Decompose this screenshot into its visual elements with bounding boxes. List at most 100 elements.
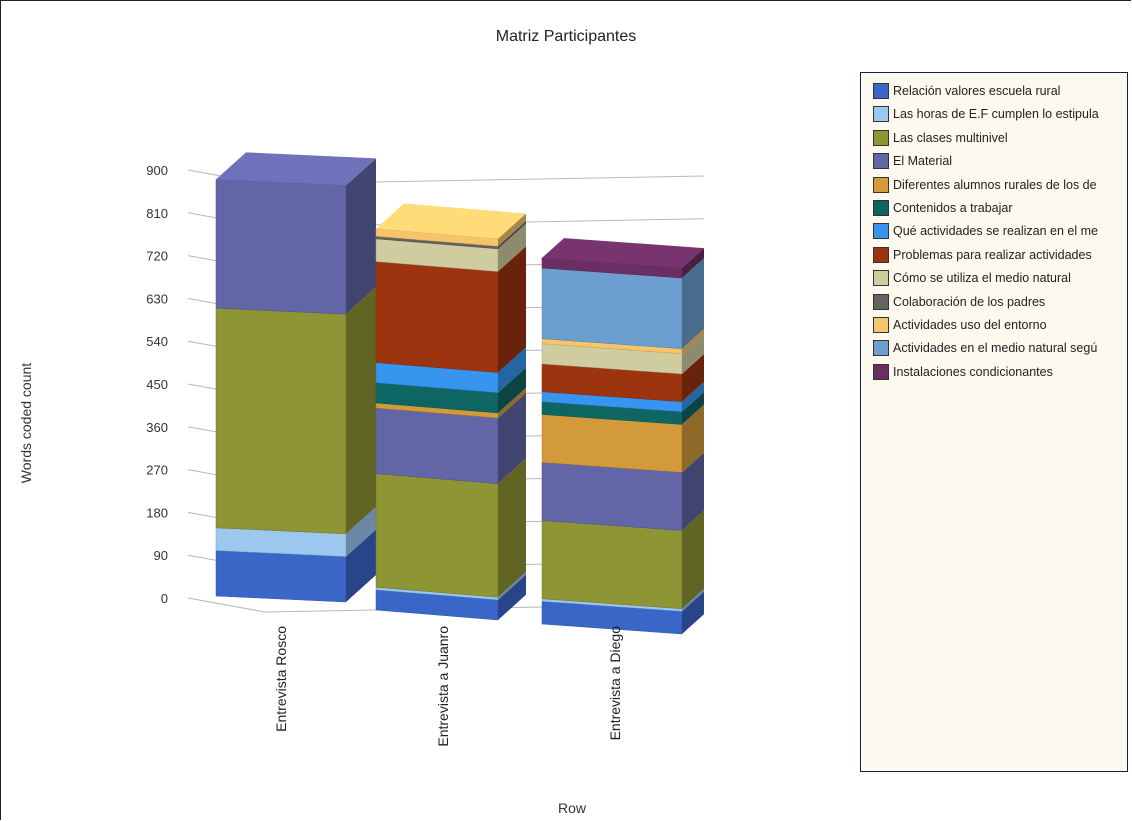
bar-segment-side [498, 458, 526, 598]
legend-swatch [873, 340, 889, 357]
legend-label: Problemas para realizar actividades [893, 247, 1092, 262]
bar-segment-side [682, 248, 704, 278]
legend-swatch [873, 83, 889, 99]
bar-segment-side [682, 452, 704, 531]
bar-segment [375, 473, 499, 598]
legend-label: Actividades en el medio natural segú [893, 341, 1098, 356]
bar-segment-side [682, 328, 704, 354]
y-tick-label: 0 [161, 591, 168, 606]
bar-segment-side [346, 287, 376, 534]
y-tick-label: 720 [146, 249, 168, 264]
y-tick-label: 630 [146, 291, 168, 306]
legend-label: Colaboración de los padres [893, 294, 1046, 309]
legend-label: Actividades uso del entorno [893, 318, 1047, 332]
legend-entry: Cómo se utiliza el medio natural [873, 268, 1071, 288]
y-tick-label: 900 [146, 163, 168, 178]
x-tick-label: Entrevista a Juanro [435, 626, 451, 747]
legend-swatch [873, 317, 889, 333]
bar-stack [375, 203, 526, 621]
bar-segment-side [498, 572, 526, 600]
legend-label: Las horas de E.F cumplen lo estipula [893, 107, 1099, 122]
y-tick-label: 270 [146, 463, 168, 478]
bar-stack [541, 238, 704, 635]
bar-segment [215, 179, 347, 315]
legend-label: Relación valores escuela rural [893, 84, 1061, 98]
bar-segment-side [498, 574, 526, 620]
bar-segment-side [346, 158, 376, 315]
bar-segment-side [498, 387, 526, 418]
bar-segment-side [346, 506, 376, 557]
legend-label: Diferentes alumnos rurales de los de [893, 177, 1097, 192]
legend-entry: Las clases multinivel [873, 128, 1008, 148]
bar-segment-side [682, 392, 704, 425]
y-tick-label: 810 [146, 206, 168, 221]
legend-entry: Colaboración de los padres [873, 292, 1045, 312]
bar-segment-side [682, 510, 704, 609]
bar-segment-side [498, 221, 526, 249]
legend-label: Las clases multinivel [893, 130, 1008, 145]
legend-entry: Actividades uso del entorno [873, 315, 1047, 335]
bar-segment-side [498, 246, 526, 373]
legend-swatch [873, 223, 889, 240]
legend-entry: Qué actividades se realizan en el me [873, 221, 1098, 241]
bar-segment-side [498, 213, 526, 247]
bar-top [376, 203, 526, 239]
x-tick-label: Entrevista a Diego [607, 626, 623, 741]
bar-segment [215, 550, 347, 603]
legend-label: El Material [893, 154, 953, 169]
legend-entry: Diferentes alumnos rurales de los de [873, 175, 1097, 195]
legend-entry: Instalaciones condicionantes [873, 362, 1053, 382]
x-axis-label: Row [557, 800, 587, 816]
legend-label: Qué actividades se realizan en el me [893, 224, 1098, 239]
chart-legend: Relación valores escuela rural Las horas … [860, 72, 1128, 772]
legend-swatch [873, 293, 889, 310]
legend-swatch [873, 200, 889, 216]
y-axis-label: Words coded count [18, 362, 34, 484]
bar-stack [215, 152, 376, 603]
y-tick-label: 450 [146, 377, 168, 392]
bar-segment [375, 407, 499, 484]
bar-segment [375, 261, 499, 373]
bar-segment-side [498, 392, 526, 484]
legend-swatch [873, 246, 889, 263]
legend-entry: Contenidos a trabajar [873, 198, 1013, 218]
legend-entry: Relación valores escuela rural [873, 81, 1060, 101]
legend-entry: El Material [873, 151, 952, 171]
bar-segment-side [682, 381, 704, 412]
bar-segment-side [498, 223, 526, 272]
legend-entry: Las horas de E.F cumplen lo estipula [873, 104, 1099, 124]
bar-segment-side [682, 258, 704, 349]
bar-top [542, 238, 704, 268]
bar-segment [541, 267, 683, 349]
legend-entry: Actividades en el medio natural segú [873, 338, 1097, 358]
legend-swatch [873, 176, 889, 193]
bar-segment [541, 462, 683, 531]
chart-title: Matriz Participantes [495, 28, 637, 45]
legend-label: Contenidos a trabajar [893, 201, 1013, 215]
legend-label: Cómo se utiliza el medio natural [893, 271, 1071, 286]
legend-swatch [873, 363, 889, 380]
legend-swatch [873, 129, 889, 146]
x-tick-label: Entrevista Rosco [273, 626, 289, 732]
bar-segment-side [682, 588, 704, 612]
y-tick-label: 90 [154, 548, 168, 563]
legend-swatch [873, 106, 889, 123]
y-tick-label: 540 [146, 334, 168, 349]
bar-segment-side [498, 347, 526, 393]
bar-segment-side [682, 333, 704, 374]
legend-swatch [873, 270, 889, 287]
y-tick-label: 360 [146, 420, 168, 435]
y-tick-label: 180 [146, 505, 168, 520]
bar-segment-side [346, 529, 376, 602]
bar-segment-side [682, 591, 704, 634]
bar-segment [215, 307, 347, 535]
bar-segment-side [682, 354, 704, 402]
legend-entry: Problemas para realizar actividades [873, 245, 1092, 265]
bar-segment-side [682, 404, 704, 473]
legend-label: Instalaciones condicionantes [893, 364, 1053, 379]
bar-segment [541, 520, 683, 610]
bar-segment-side [498, 367, 526, 413]
legend-swatch [873, 153, 889, 170]
